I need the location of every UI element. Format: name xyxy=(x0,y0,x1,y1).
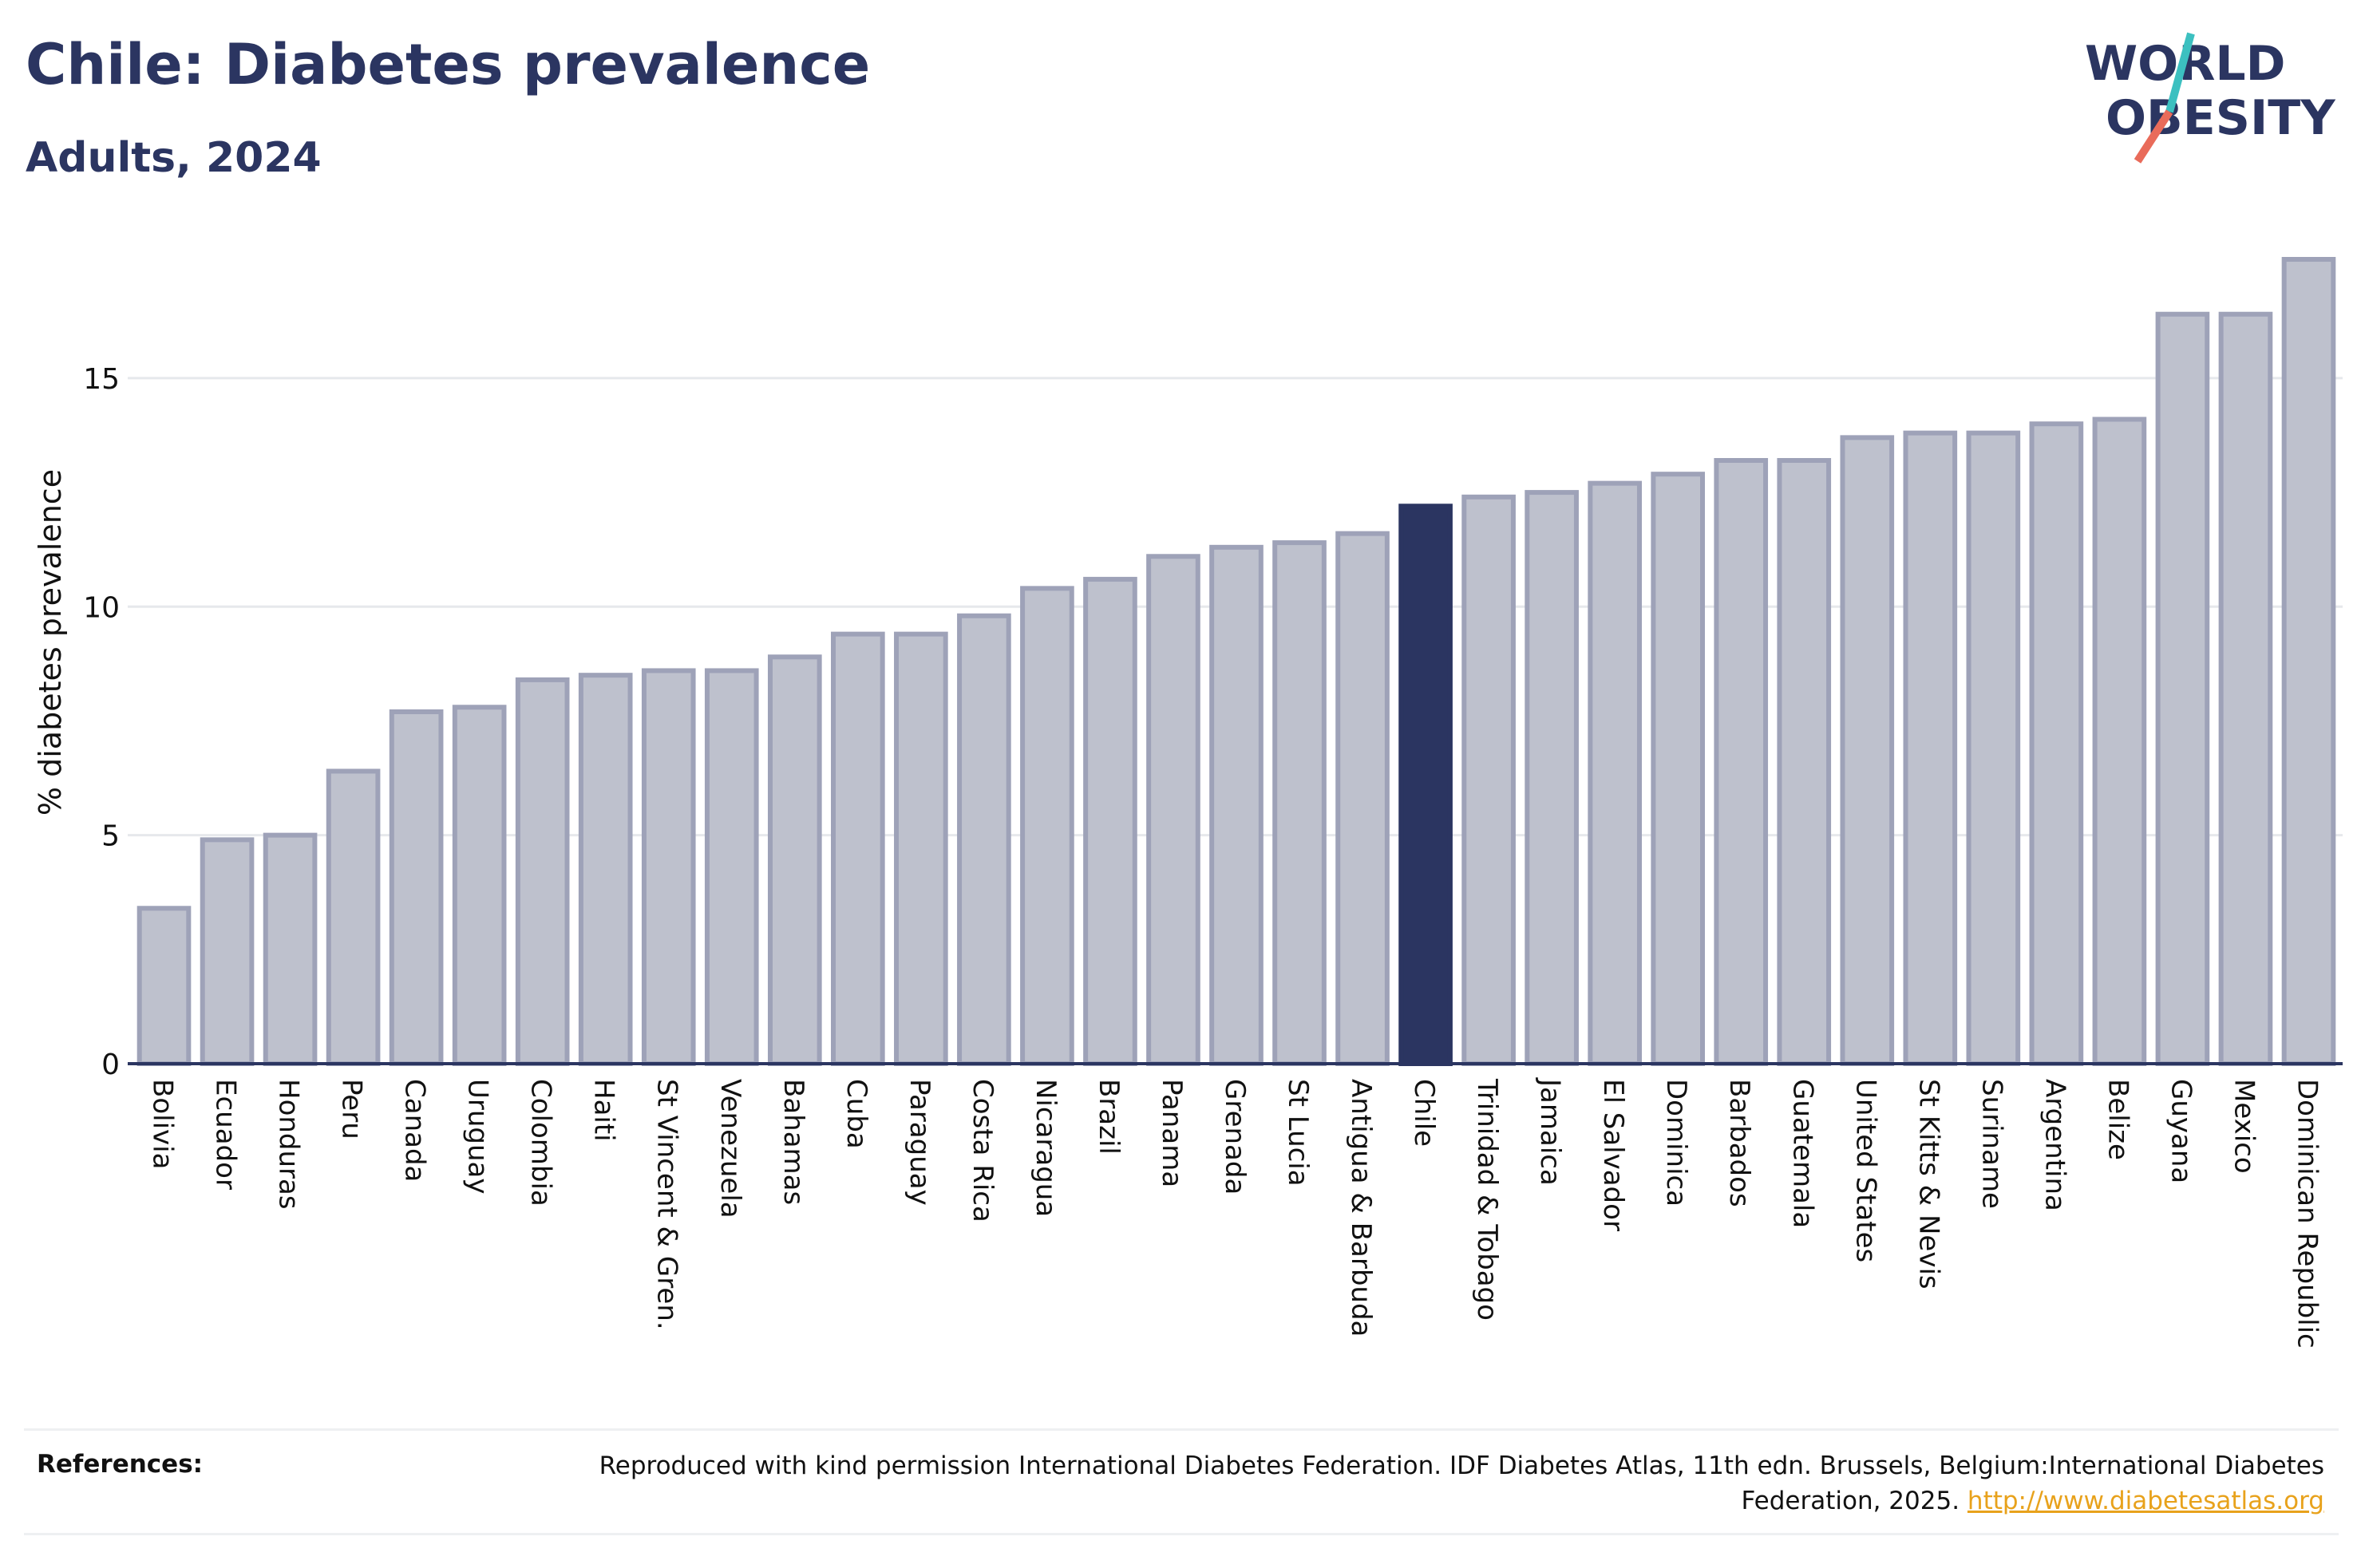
x-tick-label: Brazil xyxy=(1093,1079,1125,1155)
x-tick-label: Peru xyxy=(336,1079,368,1139)
bar-ecuador xyxy=(200,837,255,1066)
bar-suriname xyxy=(1966,430,2021,1066)
x-tick-label: St Vincent & Gren. xyxy=(651,1079,683,1330)
bars xyxy=(136,257,2336,1067)
x-tick-label: United States xyxy=(1849,1079,1881,1262)
references-link[interactable]: http://www.diabetesatlas.org xyxy=(1967,1487,2324,1515)
x-tick-label: Barbados xyxy=(1723,1079,1755,1207)
bar-el-salvador xyxy=(1588,480,1642,1066)
x-tick-label: Trinidad & Tobago xyxy=(1471,1078,1503,1321)
chart-title: Chile: Diabetes prevalence xyxy=(26,32,871,97)
references-label: References: xyxy=(37,1450,204,1479)
x-tick-label: Colombia xyxy=(525,1079,557,1207)
bar-st-kitts-nevis xyxy=(1903,430,1958,1066)
world-obesity-logo: WORLD OBESITY xyxy=(2085,32,2336,164)
x-tick-label: Costa Rica xyxy=(967,1079,999,1222)
chart-subtitle: Adults, 2024 xyxy=(26,134,322,182)
x-tick-label: El Salvador xyxy=(1597,1079,1629,1231)
x-tick-label: Jamaica xyxy=(1534,1077,1566,1186)
bar-trinidad-tobago xyxy=(1461,494,1516,1066)
bar-argentina xyxy=(2029,421,2084,1066)
bar-st-vincent-gren- xyxy=(641,668,696,1066)
x-tick-label: Ecuador xyxy=(210,1079,242,1190)
x-tick-label: Haiti xyxy=(588,1079,620,1142)
x-tick-label: Guatemala xyxy=(1786,1079,1818,1228)
x-tick-label: Mexico xyxy=(2228,1079,2260,1174)
x-tick-label: Belize xyxy=(2102,1079,2134,1160)
bar-brazil xyxy=(1083,576,1137,1066)
x-tick-label: Paraguay xyxy=(904,1079,935,1206)
x-axis-ticks: Bolivia Ecuador Honduras Peru Canada Uruguay C… xyxy=(147,1077,2323,1349)
y-axis-label: % diabetes prevalence xyxy=(33,469,68,816)
bar-mexico xyxy=(2218,311,2273,1066)
logo-line2: OBESITY xyxy=(2106,90,2336,146)
bar-costa-rica xyxy=(957,613,1011,1066)
x-tick-label: Nicaragua xyxy=(1030,1079,1062,1217)
bar-dominican-republic xyxy=(2281,257,2336,1066)
bar-united-states xyxy=(1840,435,1895,1066)
y-tick-label: 0 xyxy=(101,1049,120,1081)
x-tick-label: Cuba xyxy=(840,1079,872,1149)
bar-bolivia xyxy=(136,906,192,1066)
bar-honduras xyxy=(263,832,318,1066)
bar-antigua-barbuda xyxy=(1335,531,1390,1066)
x-tick-label: Panama xyxy=(1156,1079,1188,1187)
logo-slash-coral xyxy=(2134,109,2173,164)
bar-cuba xyxy=(831,631,885,1066)
x-tick-label: Dominican Republic xyxy=(2291,1079,2323,1349)
x-tick-label: Antigua & Barbuda xyxy=(1345,1079,1377,1337)
y-tick-label: 15 xyxy=(83,363,120,396)
bar-nicaragua xyxy=(1020,586,1074,1066)
bar-guatemala xyxy=(1777,458,1832,1066)
references-citation: Reproduced with kind permission Internat… xyxy=(599,1451,2324,1515)
bar-uruguay xyxy=(452,705,507,1066)
x-tick-label: St Kitts & Nevis xyxy=(1912,1079,1944,1290)
bar-panama xyxy=(1146,554,1200,1066)
x-tick-label: Chile xyxy=(1408,1079,1440,1147)
x-tick-label: Canada xyxy=(399,1079,431,1182)
x-tick-label: Venezuela xyxy=(714,1079,746,1218)
bar-venezuela xyxy=(704,668,759,1066)
bar-colombia xyxy=(515,677,570,1067)
x-tick-label: Suriname xyxy=(1975,1079,2007,1209)
bar-dominica xyxy=(1651,472,1706,1066)
references-text: Reproduced with kind permission Internat… xyxy=(568,1448,2324,1519)
bar-st-lucia xyxy=(1272,540,1327,1066)
x-tick-label: Guyana xyxy=(2165,1079,2197,1183)
bar-bahamas xyxy=(767,654,822,1066)
bar-peru xyxy=(326,768,381,1066)
bar-chart: 0 5 10 15 Bolivia Ecuador Honduras Peru Canada U… xyxy=(33,257,2343,1349)
bar-paraguay xyxy=(894,631,948,1066)
y-tick-label: 5 xyxy=(101,820,120,853)
x-tick-label: St Lucia xyxy=(1282,1079,1314,1187)
bar-chile xyxy=(1398,504,1453,1066)
bar-barbados xyxy=(1714,458,1769,1066)
x-tick-label: Bolivia xyxy=(147,1079,179,1169)
logo-slash-teal xyxy=(2165,32,2195,113)
x-tick-label: Argentina xyxy=(2039,1079,2070,1211)
x-tick-label: Grenada xyxy=(1219,1079,1251,1195)
bar-belize xyxy=(2092,417,2147,1066)
bar-guyana xyxy=(2155,311,2210,1066)
bar-haiti xyxy=(578,673,633,1066)
y-tick-label: 10 xyxy=(83,591,120,624)
bar-jamaica xyxy=(1525,490,1579,1066)
bar-canada xyxy=(389,709,444,1066)
x-tick-label: Honduras xyxy=(273,1079,305,1210)
x-tick-label: Bahamas xyxy=(777,1079,809,1205)
references-panel: References: Reproduced with kind permiss… xyxy=(24,1428,2339,1535)
x-tick-label: Dominica xyxy=(1660,1079,1692,1207)
y-axis-ticks: 0 5 10 15 xyxy=(83,363,120,1081)
x-tick-label: Uruguay xyxy=(462,1079,494,1195)
bar-grenada xyxy=(1209,544,1264,1066)
